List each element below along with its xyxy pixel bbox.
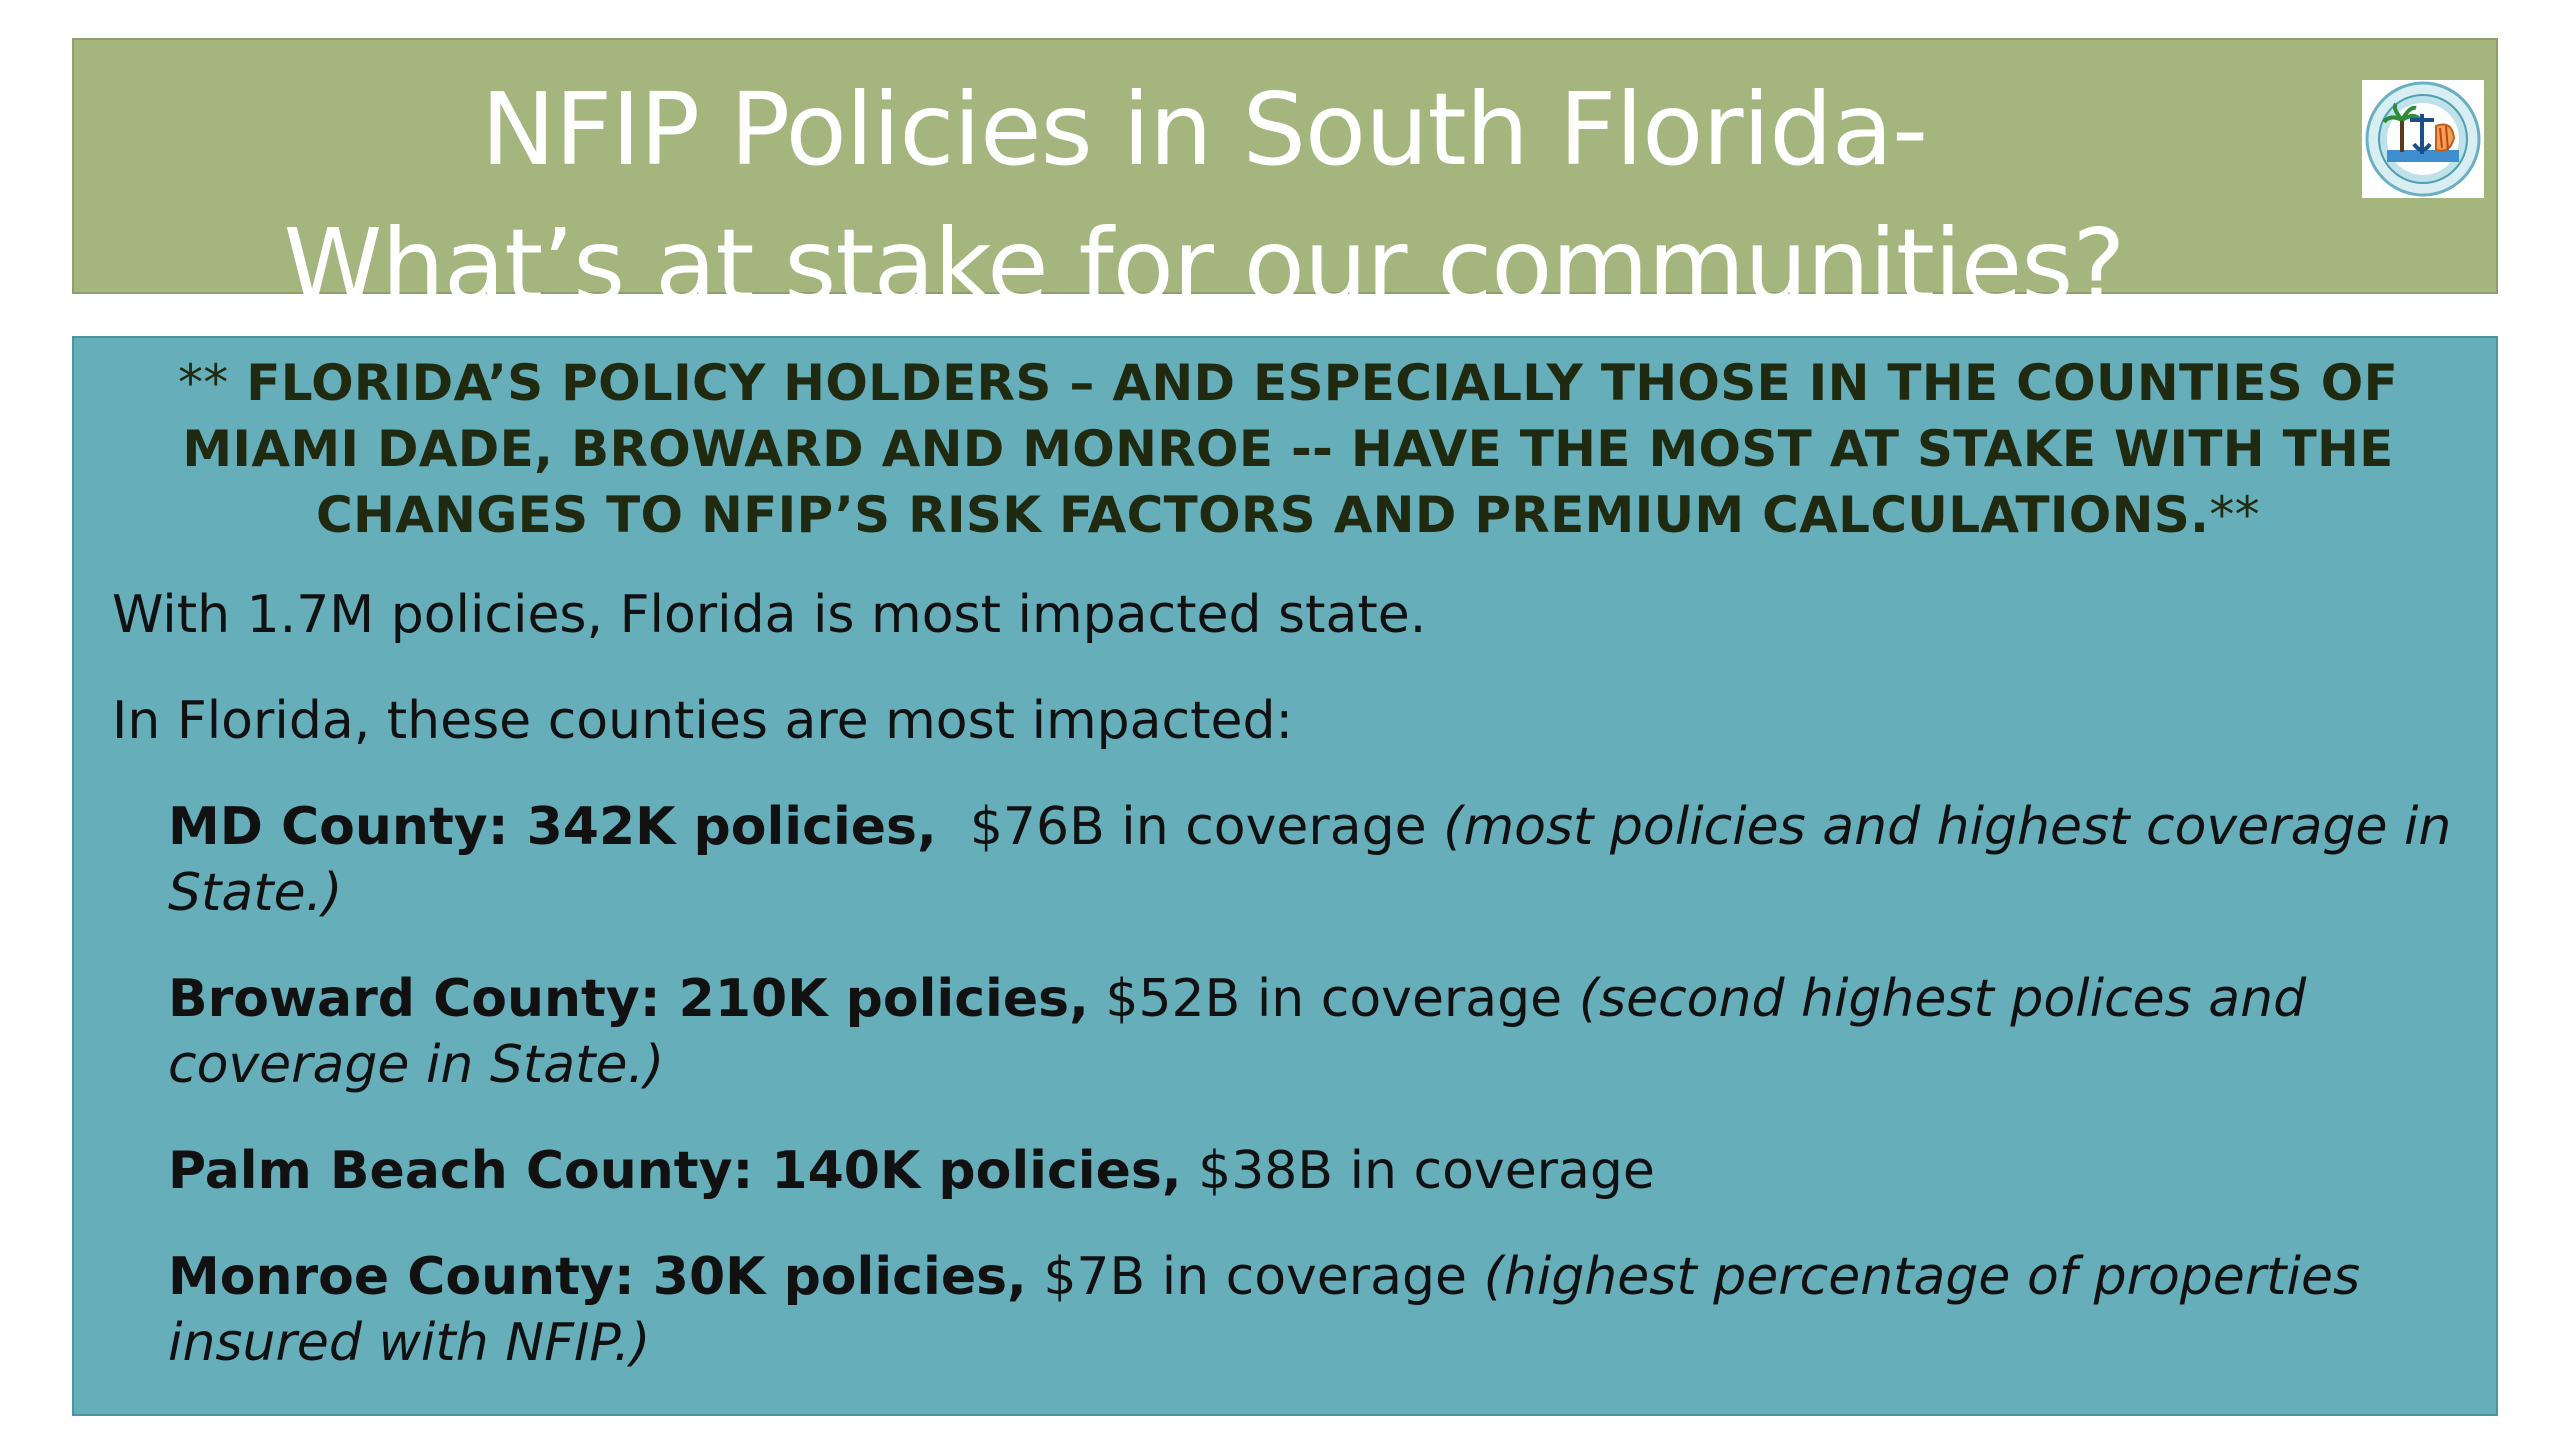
headline-stars-close: ** — [2209, 486, 2260, 544]
title-line-1: NFIP Policies in South Florida- — [480, 71, 1928, 188]
title-banner: NFIP Policies in South Florida- What’s a… — [72, 38, 2498, 324]
counties-intro-text: In Florida, these counties are most impa… — [112, 691, 1294, 751]
county-item-palm-beach: Palm Beach County: 140K policies, $38B i… — [168, 1138, 2478, 1204]
county-item-broward: Broward County: 210K policies, $52B in c… — [168, 966, 2478, 1098]
county-note: (highest percentage of properties insure… — [168, 1247, 2361, 1373]
county-note: (second highest polices and coverage in … — [168, 969, 2307, 1095]
county-name-policies: Palm Beach County: 140K policies, — [168, 1141, 1182, 1201]
headline-stars-open: ** — [177, 354, 229, 412]
county-coverage: $38B in coverage — [1181, 1141, 1655, 1201]
county-name-policies: Monroe County: 30K policies, — [168, 1247, 1027, 1307]
county-coverage: $7B in coverage — [1026, 1247, 1484, 1307]
florida-policies-text: With 1.7M policies, Florida is most impa… — [112, 585, 1427, 645]
title-line-2: What’s at stake for our communities? — [283, 207, 2126, 324]
county-coverage: $52B in coverage — [1088, 969, 1579, 1029]
county-coverage: $76B in coverage — [936, 797, 1444, 857]
county-name-policies: Broward County: 210K policies, — [168, 969, 1089, 1029]
county-item-miami-dade: MD County: 342K policies, $76B in covera… — [168, 794, 2478, 926]
content-panel: ** FLORIDA’S POLICY HOLDERS – AND ESPECI… — [72, 336, 2498, 1416]
county-seal-logo-icon — [2362, 80, 2484, 198]
county-name-policies: MD County: 342K policies, — [168, 797, 937, 857]
headline-text: FLORIDA’S POLICY HOLDERS – AND ESPECIALL… — [182, 354, 2399, 544]
county-item-monroe: Monroe County: 30K policies, $7B in cove… — [168, 1244, 2478, 1376]
headline: ** FLORIDA’S POLICY HOLDERS – AND ESPECI… — [110, 350, 2466, 548]
county-note: (most policies and highest coverage in S… — [168, 797, 2452, 923]
